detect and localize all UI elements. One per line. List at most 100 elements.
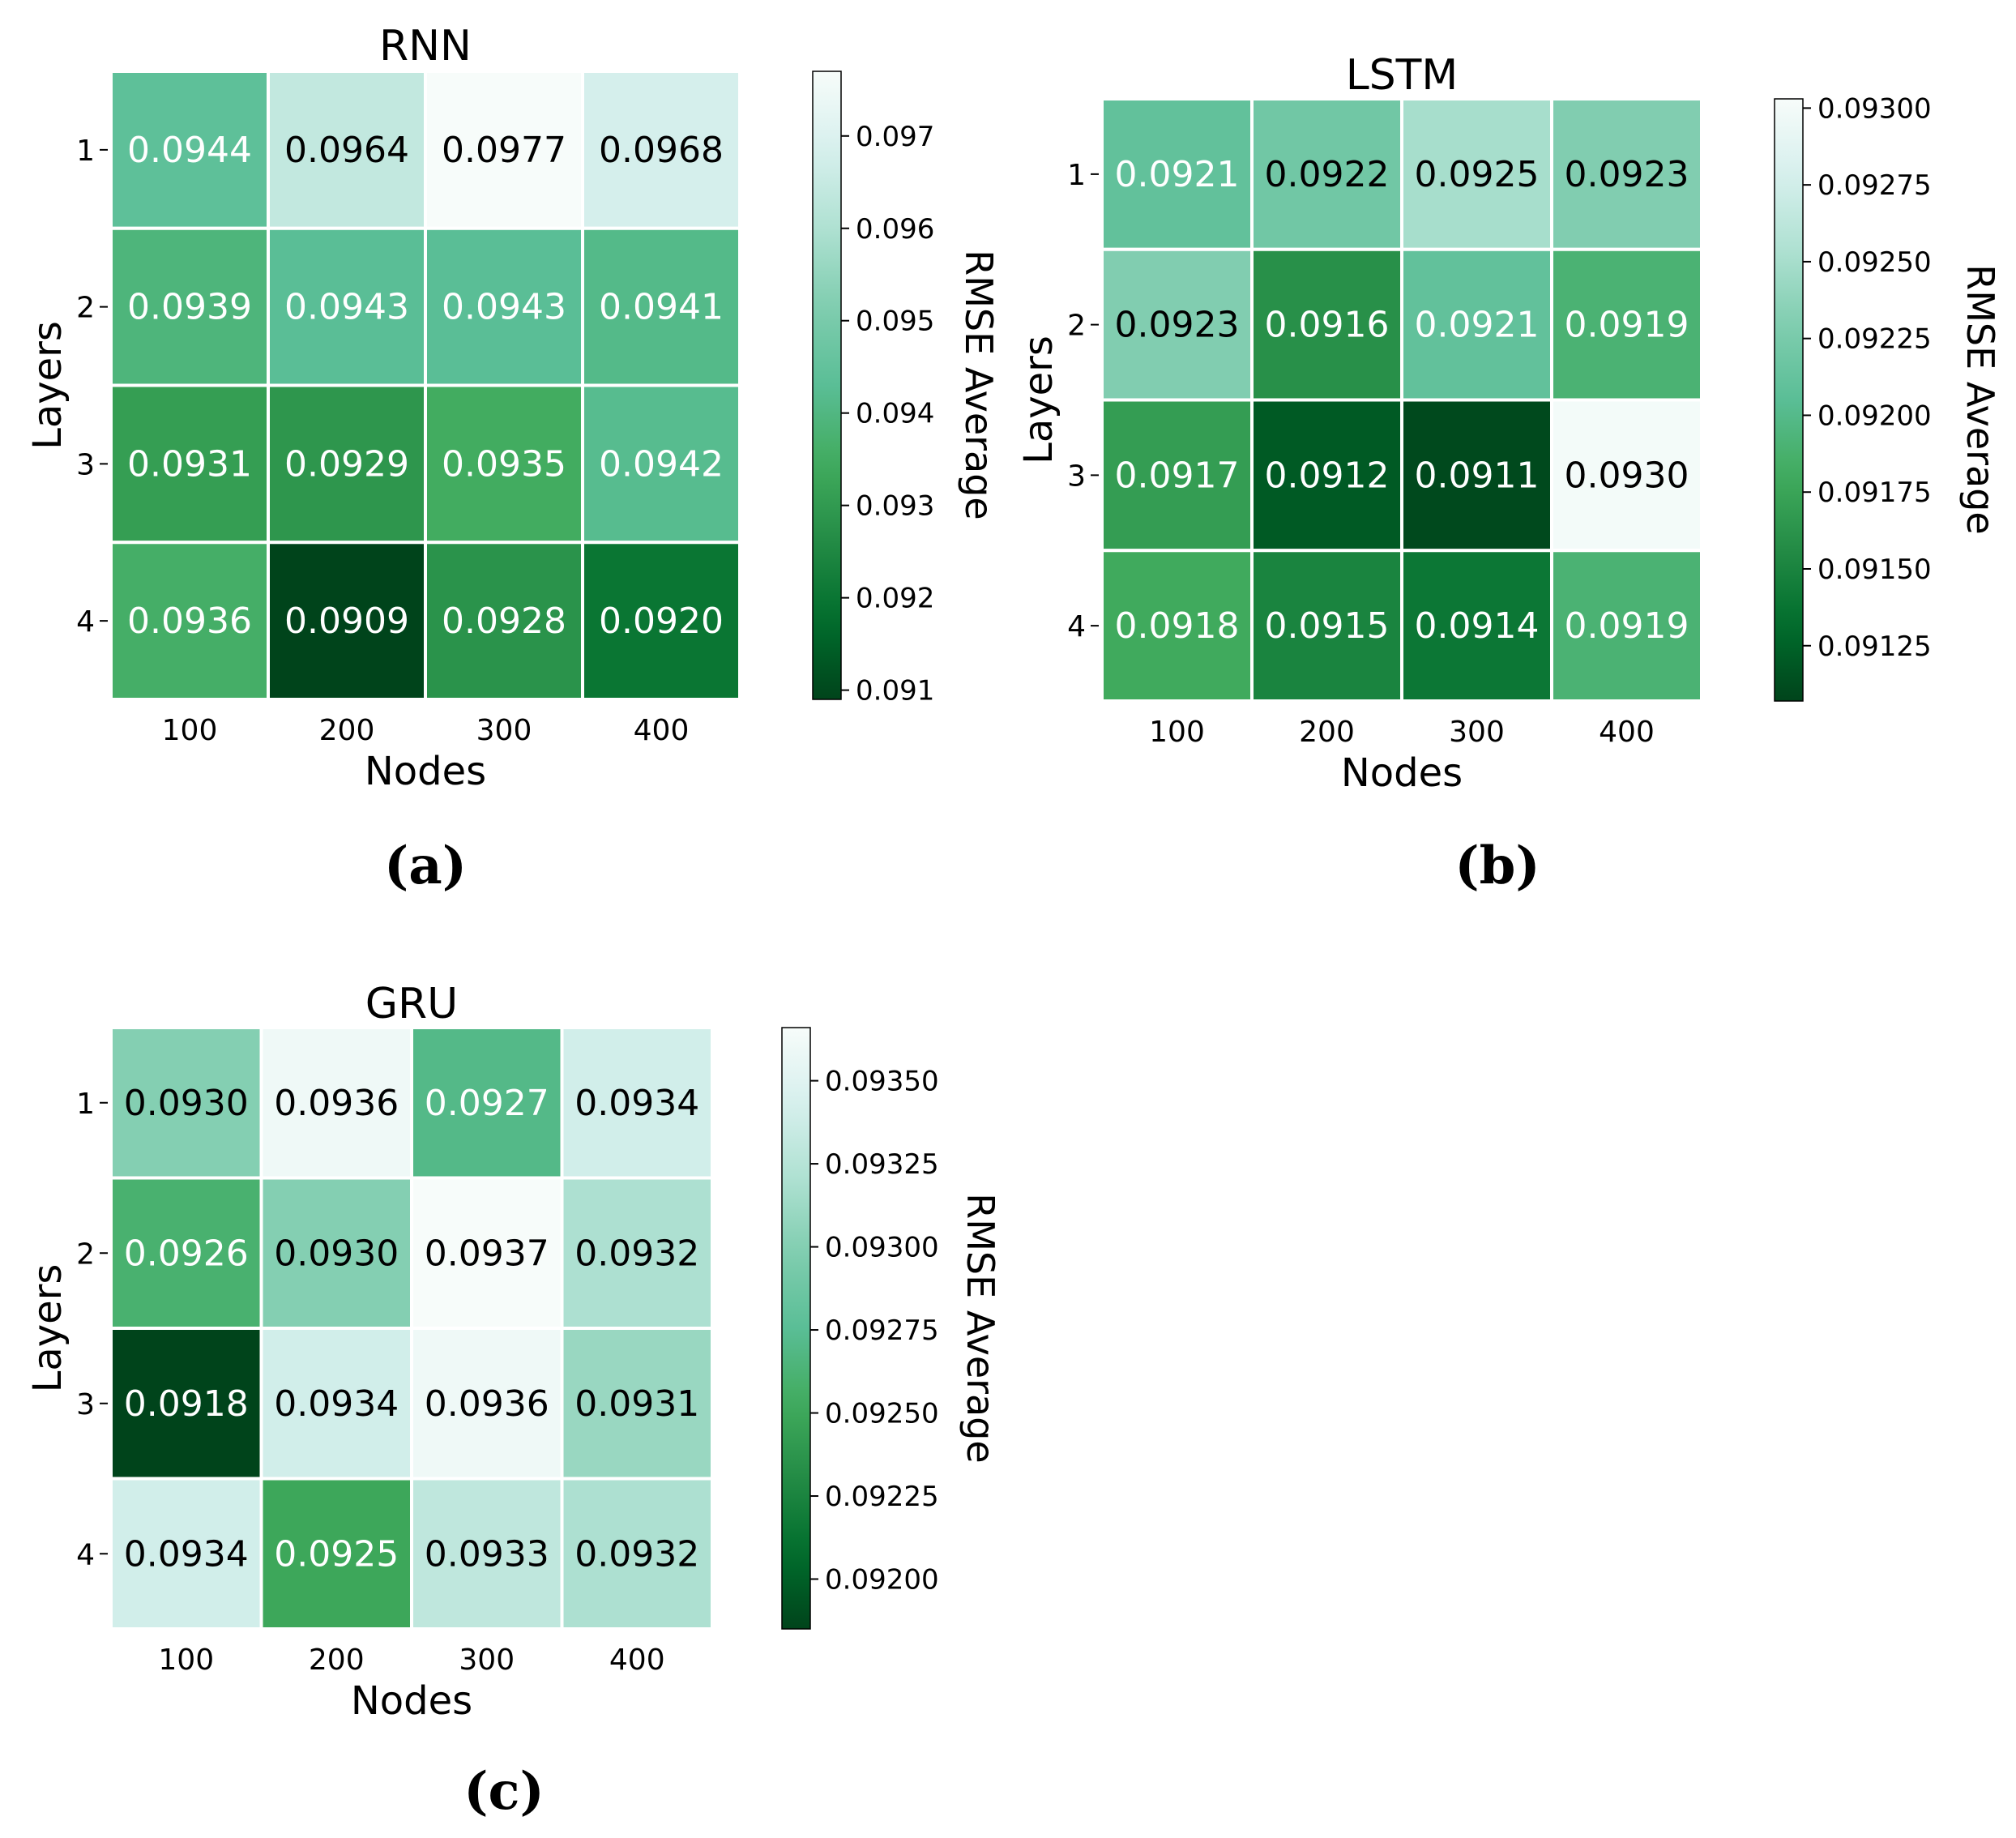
chart-title: RNN — [379, 22, 472, 71]
chart-title: GRU — [365, 980, 459, 1028]
heatmap-cell-r4-c4 — [560, 1477, 714, 1631]
cell-label-r4-c2: 0.0915 — [1265, 605, 1390, 647]
cell-label-r3-c4: 0.0942 — [599, 443, 724, 485]
cell-label-r3-c2: 0.0912 — [1265, 455, 1390, 496]
heatmap-cell-r4-c3 — [1400, 549, 1553, 703]
y-tick-label-4: 4 — [76, 1538, 95, 1571]
heatmap-cell-r1-c3 — [424, 70, 584, 230]
x-tick-label-300: 300 — [476, 714, 532, 747]
cell-label-r3-c2: 0.0934 — [274, 1383, 399, 1425]
cell-label-r4-c2: 0.0909 — [284, 601, 409, 642]
x-axis-label: Nodes — [1341, 750, 1463, 796]
cell-label-r3-c1: 0.0918 — [124, 1383, 249, 1425]
x-tick-label-200: 200 — [309, 1644, 365, 1677]
x-tick-label-300: 300 — [1449, 716, 1505, 749]
colorbar-tick-label-4: 0.09300 — [825, 1232, 939, 1264]
cell-label-r2-c2: 0.0930 — [274, 1233, 399, 1274]
heatmap-cell-r4-c4 — [581, 541, 741, 701]
colorbar-tick-label-3: 0.094 — [856, 398, 934, 430]
cell-label-r2-c3: 0.0921 — [1415, 305, 1540, 346]
cell-label-r4-c1: 0.0918 — [1115, 605, 1240, 647]
colorbar-tick-label-1: 0.09225 — [825, 1481, 939, 1513]
colorbar-label: RMSE Average — [1958, 264, 2002, 534]
cell-label-r1-c1: 0.0921 — [1115, 154, 1240, 195]
colorbar-tick-label-0: 0.09200 — [825, 1564, 939, 1596]
cell-label-r1-c4: 0.0923 — [1565, 154, 1689, 195]
x-tick-label-100: 100 — [1149, 716, 1205, 749]
x-tick-label-400: 400 — [634, 714, 690, 747]
colorbar-tick-label-2: 0.09175 — [1817, 477, 1932, 509]
cell-label-r2-c3: 0.0937 — [425, 1233, 549, 1274]
cell-label-r1-c4: 0.0968 — [599, 130, 724, 171]
x-axis-label: Nodes — [351, 1678, 472, 1724]
cell-label-r1-c1: 0.0944 — [127, 130, 252, 171]
y-axis-label: Layers — [1016, 336, 1061, 464]
heatmap-cell-r1-c3 — [1400, 97, 1553, 251]
heatmap-cell-r2-c1 — [1100, 247, 1254, 402]
heatmap-cell-r1-c1 — [1100, 97, 1254, 251]
cell-label-r4-c1: 0.0936 — [127, 601, 252, 642]
y-tick-label-1: 1 — [76, 1088, 95, 1121]
y-tick-label-2: 2 — [1067, 310, 1086, 343]
cell-label-r4-c4: 0.0919 — [1565, 605, 1689, 647]
y-tick-label-2: 2 — [76, 1237, 95, 1271]
y-tick-label-4: 4 — [76, 605, 95, 639]
cell-label-r3-c2: 0.0929 — [284, 443, 409, 485]
heatmap-cell-r3-c1 — [109, 1327, 263, 1481]
heatmap-cell-r2-c2 — [1250, 247, 1403, 402]
cell-label-r1-c3: 0.0925 — [1415, 154, 1540, 195]
panel-label: (c) — [463, 1761, 545, 1822]
heatmap-cell-r1-c2 — [259, 1026, 413, 1180]
heatmap-cell-r1-c2 — [267, 70, 427, 230]
colorbar-tick-label-2: 0.093 — [856, 490, 934, 523]
cell-label-r3-c3: 0.0911 — [1415, 455, 1540, 496]
heatmap-panel-lstm: LSTM 0.0921 0.0922 0.0925 0.0923 0.0923 0.0916… — [1016, 51, 2002, 896]
cell-label-r2-c1: 0.0926 — [124, 1233, 249, 1274]
colorbar-tick-label-2: 0.09250 — [825, 1398, 939, 1430]
cell-label-r1-c1: 0.0930 — [124, 1083, 249, 1124]
heatmap-cell-r2-c2 — [267, 226, 427, 387]
heatmap-cell-r1-c1 — [109, 70, 270, 230]
y-tick-label-3: 3 — [76, 1388, 95, 1421]
chart-title: LSTM — [1346, 51, 1459, 100]
cell-label-r1-c4: 0.0934 — [574, 1083, 699, 1124]
cell-label-r3-c1: 0.0917 — [1115, 455, 1240, 496]
cell-label-r2-c3: 0.0943 — [442, 287, 566, 328]
colorbar-tick-label-6: 0.09350 — [825, 1066, 939, 1098]
heatmap-cell-r2-c1 — [109, 1176, 263, 1330]
cell-label-r4-c3: 0.0914 — [1415, 605, 1540, 647]
heatmap-cell-r2-c4 — [1550, 247, 1703, 402]
heatmap-cell-r3-c3 — [1400, 398, 1553, 553]
cell-label-r4-c1: 0.0934 — [124, 1533, 249, 1575]
colorbar-tick-label-3: 0.09275 — [825, 1314, 939, 1347]
heatmap-cell-r2-c3 — [410, 1176, 564, 1330]
colorbar-tick-label-4: 0.095 — [856, 306, 934, 338]
y-tick-label-1: 1 — [1067, 159, 1086, 192]
cell-label-r3-c3: 0.0936 — [425, 1383, 549, 1425]
y-tick-label-3: 3 — [1067, 460, 1086, 493]
colorbar-tick-label-5: 0.096 — [856, 213, 934, 246]
cell-label-r1-c2: 0.0922 — [1265, 154, 1390, 195]
heatmap-cell-r2-c3 — [1400, 247, 1553, 402]
colorbar — [781, 1027, 811, 1630]
cell-label-r4-c3: 0.0933 — [425, 1533, 549, 1575]
colorbar-tick-label-5: 0.09250 — [1817, 246, 1932, 279]
colorbar — [1774, 98, 1804, 702]
heatmap-cell-r2-c4 — [560, 1176, 714, 1330]
cell-label-r3-c4: 0.0931 — [574, 1383, 699, 1425]
cell-label-r2-c1: 0.0939 — [127, 287, 252, 328]
colorbar-tick-label-5: 0.09325 — [825, 1148, 939, 1181]
cell-label-r3-c3: 0.0935 — [442, 443, 566, 485]
y-tick-label-4: 4 — [1067, 610, 1086, 643]
x-tick-label-200: 200 — [1299, 716, 1355, 749]
heatmap-cell-r4-c1 — [109, 541, 270, 701]
cell-label-r2-c2: 0.0943 — [284, 287, 409, 328]
cell-label-r2-c4: 0.0932 — [574, 1233, 699, 1274]
x-tick-label-400: 400 — [1599, 716, 1655, 749]
cell-label-r1-c3: 0.0927 — [425, 1083, 549, 1124]
x-tick-label-300: 300 — [459, 1644, 515, 1677]
heatmap-cell-r4-c2 — [267, 541, 427, 701]
